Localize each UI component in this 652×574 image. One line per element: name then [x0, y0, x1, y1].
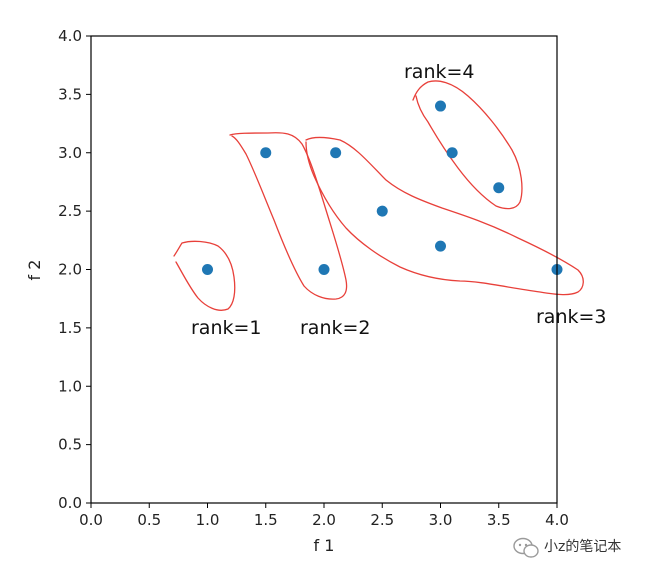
- rank-2-outline: [229, 132, 348, 300]
- x-tick-label: 3.0: [429, 511, 453, 529]
- rank-3-outline: [305, 136, 584, 296]
- data-point: [493, 182, 505, 194]
- x-tick-label: 3.5: [487, 511, 511, 529]
- scatter-points: [202, 100, 563, 275]
- rank-1-outline: [173, 240, 236, 311]
- x-axis-ticks: 0.0 0.5 1.0 1.5 2.0 2.5 3.0 3.5 4.0: [79, 503, 569, 529]
- y-tick-label: 3.0: [58, 144, 82, 162]
- rank-1-label: rank=1: [191, 317, 262, 339]
- data-point: [318, 264, 330, 275]
- y-tick-label: 1.5: [58, 319, 82, 337]
- watermark-text: 小z的笔记本: [544, 539, 621, 555]
- y-axis-label: f 2: [25, 260, 44, 281]
- x-tick-label: 0.5: [137, 511, 161, 529]
- hand-drawn-rank-outlines: [173, 80, 584, 311]
- data-point: [435, 100, 446, 112]
- y-tick-label: 0.0: [58, 494, 82, 512]
- x-tick-label: 0.0: [79, 511, 103, 529]
- y-tick-label: 2.5: [58, 202, 82, 220]
- wechat-icon: [513, 537, 539, 558]
- data-point: [260, 147, 272, 159]
- x-tick-label: 1.5: [254, 511, 278, 529]
- y-tick-label: 4.0: [58, 27, 82, 45]
- rank-4-label: rank=4: [404, 61, 475, 83]
- y-tick-label: 3.5: [58, 85, 82, 103]
- y-tick-label: 2.0: [58, 261, 82, 279]
- data-point: [446, 147, 458, 159]
- rank-4-outline: [412, 80, 523, 210]
- y-tick-label: 1.0: [58, 377, 82, 395]
- x-tick-label: 4.0: [545, 511, 569, 529]
- data-point: [202, 264, 213, 275]
- rank-3-label: rank=3: [536, 306, 607, 328]
- data-point: [435, 240, 446, 252]
- x-axis-label: f 1: [314, 536, 335, 555]
- x-tick-label: 2.0: [312, 511, 336, 529]
- data-point: [376, 205, 388, 217]
- data-point: [330, 147, 342, 159]
- rank-2-label: rank=2: [300, 317, 371, 339]
- x-tick-label: 1.0: [196, 511, 220, 529]
- x-tick-label: 2.5: [370, 511, 394, 529]
- y-tick-label: 0.5: [58, 436, 82, 454]
- y-axis-ticks: 0.0 0.5 1.0 1.5 2.0 2.5 3.0 3.5 4.0: [58, 27, 91, 512]
